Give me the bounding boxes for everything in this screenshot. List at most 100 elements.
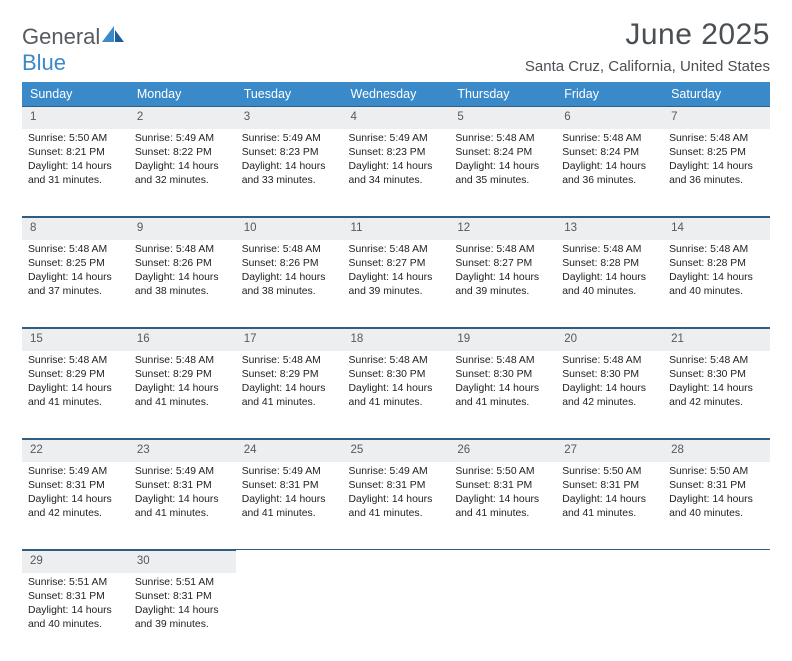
month-title: June 2025 — [525, 18, 770, 52]
sunset-line: Sunset: 8:23 PM — [349, 146, 444, 160]
weekday-header: Friday — [556, 82, 663, 106]
sunrise-line: Sunrise: 5:48 AM — [669, 354, 764, 368]
day-number-empty — [663, 550, 770, 572]
title-block: June 2025 Santa Cruz, California, United… — [525, 18, 770, 75]
daylight-line: Daylight: 14 hours and 41 minutes. — [562, 493, 657, 521]
day-number-empty — [343, 550, 450, 572]
day-cell-content: Sunrise: 5:48 AMSunset: 8:29 PMDaylight:… — [242, 351, 337, 410]
day-cell: Sunrise: 5:48 AMSunset: 8:29 PMDaylight:… — [236, 351, 343, 439]
day-cell-content: Sunrise: 5:48 AMSunset: 8:25 PMDaylight:… — [28, 240, 123, 299]
sunset-line: Sunset: 8:31 PM — [135, 479, 230, 493]
day-cell: Sunrise: 5:50 AMSunset: 8:31 PMDaylight:… — [556, 462, 663, 550]
day-number-row: 891011121314 — [22, 217, 770, 240]
day-cell: Sunrise: 5:48 AMSunset: 8:25 PMDaylight:… — [22, 240, 129, 328]
day-cell: Sunrise: 5:48 AMSunset: 8:24 PMDaylight:… — [449, 129, 556, 217]
sunrise-line: Sunrise: 5:49 AM — [242, 132, 337, 146]
sunset-line: Sunset: 8:31 PM — [669, 479, 764, 493]
day-cell: Sunrise: 5:48 AMSunset: 8:26 PMDaylight:… — [129, 240, 236, 328]
daylight-line: Daylight: 14 hours and 41 minutes. — [28, 382, 123, 410]
day-number-empty — [556, 550, 663, 572]
day-number: 14 — [663, 217, 770, 240]
sunrise-line: Sunrise: 5:48 AM — [28, 354, 123, 368]
page-header: General Blue June 2025 Santa Cruz, Calif… — [22, 18, 770, 76]
day-number: 20 — [556, 328, 663, 351]
day-number-row: 2930 — [22, 550, 770, 573]
sunset-line: Sunset: 8:22 PM — [135, 146, 230, 160]
day-number: 22 — [22, 439, 129, 462]
day-cell-content: Sunrise: 5:48 AMSunset: 8:30 PMDaylight:… — [455, 351, 550, 410]
day-number: 12 — [449, 217, 556, 240]
day-number: 9 — [129, 217, 236, 240]
day-number: 25 — [343, 439, 450, 462]
day-cell-content: Sunrise: 5:49 AMSunset: 8:23 PMDaylight:… — [242, 129, 337, 188]
day-cell-content: Sunrise: 5:50 AMSunset: 8:31 PMDaylight:… — [562, 462, 657, 521]
sunset-line: Sunset: 8:31 PM — [28, 590, 123, 604]
day-cell — [343, 573, 450, 661]
daylight-line: Daylight: 14 hours and 33 minutes. — [242, 160, 337, 188]
sunrise-line: Sunrise: 5:48 AM — [242, 243, 337, 257]
day-cell — [236, 573, 343, 661]
sunset-line: Sunset: 8:27 PM — [455, 257, 550, 271]
day-cell: Sunrise: 5:48 AMSunset: 8:30 PMDaylight:… — [556, 351, 663, 439]
sunset-line: Sunset: 8:30 PM — [455, 368, 550, 382]
daylight-line: Daylight: 14 hours and 41 minutes. — [242, 382, 337, 410]
day-cell: Sunrise: 5:49 AMSunset: 8:22 PMDaylight:… — [129, 129, 236, 217]
day-number: 19 — [449, 328, 556, 351]
sunset-line: Sunset: 8:31 PM — [242, 479, 337, 493]
location-subtitle: Santa Cruz, California, United States — [525, 58, 770, 75]
day-cell-content: Sunrise: 5:48 AMSunset: 8:30 PMDaylight:… — [349, 351, 444, 410]
day-cell-content: Sunrise: 5:48 AMSunset: 8:25 PMDaylight:… — [669, 129, 764, 188]
weekday-header: Saturday — [663, 82, 770, 106]
day-cell-content: Sunrise: 5:49 AMSunset: 8:31 PMDaylight:… — [349, 462, 444, 521]
daylight-line: Daylight: 14 hours and 39 minutes. — [135, 604, 230, 632]
sunrise-line: Sunrise: 5:48 AM — [455, 132, 550, 146]
day-cell: Sunrise: 5:48 AMSunset: 8:30 PMDaylight:… — [449, 351, 556, 439]
sunset-line: Sunset: 8:29 PM — [28, 368, 123, 382]
sunrise-line: Sunrise: 5:50 AM — [669, 465, 764, 479]
day-cell-content: Sunrise: 5:48 AMSunset: 8:27 PMDaylight:… — [349, 240, 444, 299]
sunrise-line: Sunrise: 5:48 AM — [242, 354, 337, 368]
day-cell-content: Sunrise: 5:48 AMSunset: 8:26 PMDaylight:… — [242, 240, 337, 299]
day-number: 27 — [556, 439, 663, 462]
week-content-row: Sunrise: 5:48 AMSunset: 8:25 PMDaylight:… — [22, 240, 770, 328]
day-number-empty — [236, 550, 343, 572]
day-number: 10 — [236, 217, 343, 240]
sunset-line: Sunset: 8:31 PM — [455, 479, 550, 493]
daylight-line: Daylight: 14 hours and 41 minutes. — [135, 493, 230, 521]
sunrise-line: Sunrise: 5:48 AM — [349, 354, 444, 368]
sunset-line: Sunset: 8:28 PM — [669, 257, 764, 271]
sunrise-line: Sunrise: 5:50 AM — [562, 465, 657, 479]
day-number: 7 — [663, 106, 770, 129]
day-cell-content: Sunrise: 5:48 AMSunset: 8:30 PMDaylight:… — [562, 351, 657, 410]
week-content-row: Sunrise: 5:48 AMSunset: 8:29 PMDaylight:… — [22, 351, 770, 439]
day-cell: Sunrise: 5:50 AMSunset: 8:31 PMDaylight:… — [663, 462, 770, 550]
day-cell — [449, 573, 556, 661]
sunset-line: Sunset: 8:26 PM — [242, 257, 337, 271]
sunset-line: Sunset: 8:30 PM — [669, 368, 764, 382]
logo-text: General Blue — [22, 24, 126, 76]
day-cell-content: Sunrise: 5:51 AMSunset: 8:31 PMDaylight:… — [135, 573, 230, 632]
day-cell: Sunrise: 5:49 AMSunset: 8:23 PMDaylight:… — [236, 129, 343, 217]
day-number-row: 1234567 — [22, 106, 770, 129]
daylight-line: Daylight: 14 hours and 40 minutes. — [669, 493, 764, 521]
weekday-header-row: Sunday Monday Tuesday Wednesday Thursday… — [22, 82, 770, 106]
day-cell-content: Sunrise: 5:49 AMSunset: 8:31 PMDaylight:… — [28, 462, 123, 521]
day-cell: Sunrise: 5:51 AMSunset: 8:31 PMDaylight:… — [129, 573, 236, 661]
day-cell: Sunrise: 5:48 AMSunset: 8:27 PMDaylight:… — [343, 240, 450, 328]
day-cell-content: Sunrise: 5:50 AMSunset: 8:21 PMDaylight:… — [28, 129, 123, 188]
daylight-line: Daylight: 14 hours and 40 minutes. — [562, 271, 657, 299]
sunset-line: Sunset: 8:29 PM — [242, 368, 337, 382]
sunrise-line: Sunrise: 5:49 AM — [135, 132, 230, 146]
day-cell-content: Sunrise: 5:48 AMSunset: 8:28 PMDaylight:… — [562, 240, 657, 299]
weekday-header: Monday — [129, 82, 236, 106]
day-cell-content: Sunrise: 5:48 AMSunset: 8:28 PMDaylight:… — [669, 240, 764, 299]
weekday-header: Wednesday — [343, 82, 450, 106]
day-number: 28 — [663, 439, 770, 462]
sunset-line: Sunset: 8:21 PM — [28, 146, 123, 160]
sunrise-line: Sunrise: 5:48 AM — [455, 243, 550, 257]
day-cell: Sunrise: 5:49 AMSunset: 8:31 PMDaylight:… — [129, 462, 236, 550]
daylight-line: Daylight: 14 hours and 36 minutes. — [562, 160, 657, 188]
sunrise-line: Sunrise: 5:49 AM — [242, 465, 337, 479]
day-number-row: 22232425262728 — [22, 439, 770, 462]
day-cell-content: Sunrise: 5:48 AMSunset: 8:24 PMDaylight:… — [562, 129, 657, 188]
